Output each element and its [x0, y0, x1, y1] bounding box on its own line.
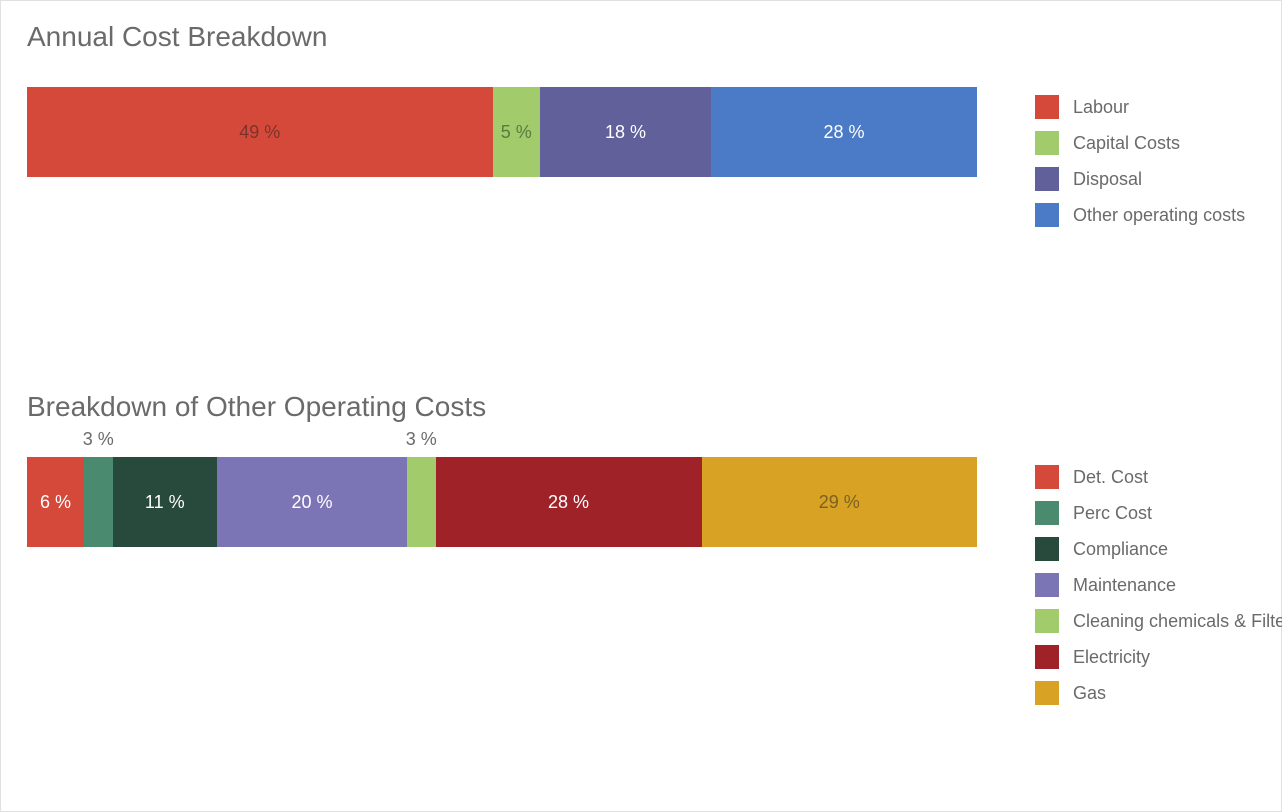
segment-overflow-label: 3 % [83, 429, 114, 450]
chart2-bar: 6 % 11 % 20 % 28 % 29 % [27, 457, 977, 547]
legend-swatch [1035, 167, 1059, 191]
chart2-segment: 28 % [436, 457, 702, 547]
segment-value-label: 28 % [548, 492, 589, 513]
chart2-legend: Det. Cost Perc Cost Compliance Maintenance C… [1035, 457, 1282, 711]
chart2-overflow-labels: 3 % 3 % [27, 429, 977, 453]
chart2-segment: 11 % [113, 457, 218, 547]
legend-item: Cleaning chemicals & Filters [1035, 603, 1282, 639]
chart2-bar-area: 3 %3 % 6 %11 %20 %28 %29 % [27, 457, 977, 547]
chart1-segment: 49 % [27, 87, 493, 177]
segment-overflow-label: 3 % [406, 429, 437, 450]
chart2-segment [407, 457, 436, 547]
legend-label: Labour [1073, 97, 1129, 118]
chart1-title: Annual Cost Breakdown [27, 21, 1257, 53]
legend-label: Perc Cost [1073, 503, 1152, 524]
legend-item: Perc Cost [1035, 495, 1282, 531]
legend-swatch [1035, 465, 1059, 489]
annual-cost-breakdown-chart: Annual Cost Breakdown 49 % 5 % 18 % 28 % La… [27, 21, 1257, 233]
segment-value-label: 18 % [605, 122, 646, 143]
legend-label: Maintenance [1073, 575, 1176, 596]
legend-item: Capital Costs [1035, 125, 1245, 161]
legend-label: Other operating costs [1073, 205, 1245, 226]
legend-item: Gas [1035, 675, 1282, 711]
legend-label: Compliance [1073, 539, 1168, 560]
chart2-segment: 20 % [217, 457, 407, 547]
segment-value-label: 20 % [291, 492, 332, 513]
legend-swatch [1035, 645, 1059, 669]
segment-value-label: 11 % [145, 492, 185, 513]
legend-swatch [1035, 131, 1059, 155]
legend-label: Disposal [1073, 169, 1142, 190]
segment-value-label: 5 % [501, 122, 532, 143]
chart1-legend: Labour Capital Costs Disposal Other operati… [1035, 87, 1245, 233]
legend-item: Other operating costs [1035, 197, 1245, 233]
segment-value-label: 49 % [239, 122, 280, 143]
legend-swatch [1035, 609, 1059, 633]
legend-swatch [1035, 203, 1059, 227]
legend-item: Labour [1035, 89, 1245, 125]
chart2-segment [84, 457, 113, 547]
legend-item: Det. Cost [1035, 459, 1282, 495]
legend-label: Cleaning chemicals & Filters [1073, 611, 1282, 632]
chart2-title: Breakdown of Other Operating Costs [27, 391, 1257, 423]
chart2-segment: 29 % [702, 457, 978, 547]
chart1-segment: 28 % [711, 87, 977, 177]
chart1-bar-area: 49 % 5 % 18 % 28 % [27, 87, 977, 177]
chart1-bar: 49 % 5 % 18 % 28 % [27, 87, 977, 177]
legend-item: Maintenance [1035, 567, 1282, 603]
segment-value-label: 28 % [823, 122, 864, 143]
legend-label: Capital Costs [1073, 133, 1180, 154]
other-operating-costs-chart: Breakdown of Other Operating Costs 3 %3 … [27, 391, 1257, 711]
legend-item: Compliance [1035, 531, 1282, 567]
segment-value-label: 29 % [819, 492, 860, 513]
legend-label: Det. Cost [1073, 467, 1148, 488]
legend-swatch [1035, 95, 1059, 119]
legend-swatch [1035, 537, 1059, 561]
segment-value-label: 6 % [40, 492, 71, 513]
legend-swatch [1035, 681, 1059, 705]
chart1-segment: 5 % [493, 87, 541, 177]
legend-label: Electricity [1073, 647, 1150, 668]
legend-item: Disposal [1035, 161, 1245, 197]
chart2-segment: 6 % [27, 457, 84, 547]
legend-item: Electricity [1035, 639, 1282, 675]
legend-swatch [1035, 573, 1059, 597]
legend-swatch [1035, 501, 1059, 525]
chart1-segment: 18 % [540, 87, 711, 177]
legend-label: Gas [1073, 683, 1106, 704]
